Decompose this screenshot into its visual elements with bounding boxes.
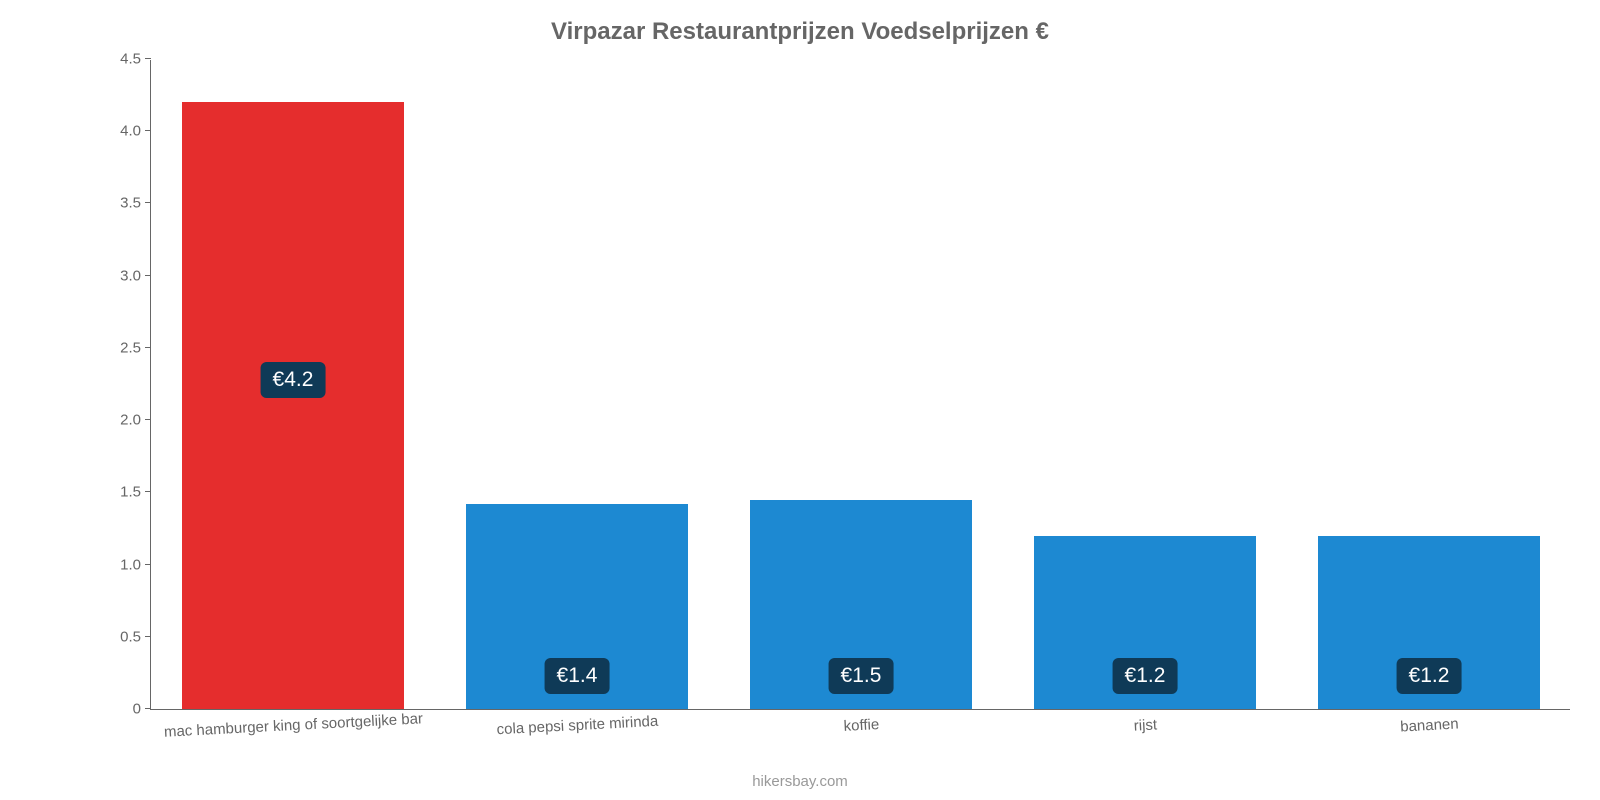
- value-badge: €1.4: [545, 658, 610, 694]
- y-tick-label: 4.0: [120, 123, 141, 140]
- bar: €1.2: [1318, 536, 1540, 709]
- bar: €4.2: [182, 102, 404, 709]
- x-tick-label: cola pepsi sprite mirinda: [496, 713, 658, 738]
- y-tick-label: 0: [133, 701, 141, 718]
- y-tick-label: 1.0: [120, 556, 141, 573]
- y-tick-mark: [145, 491, 151, 492]
- y-tick-label: 2.0: [120, 412, 141, 429]
- y-tick-label: 3.0: [120, 267, 141, 284]
- chart-plot-area: 00.51.01.52.02.53.03.54.04.5€4.2mac hamb…: [150, 60, 1570, 710]
- chart-title: Virpazar Restaurantprijzen Voedselprijze…: [0, 18, 1600, 46]
- y-tick-mark: [145, 275, 151, 276]
- x-tick-label: rijst: [1133, 716, 1157, 734]
- y-tick-mark: [145, 202, 151, 203]
- bar: €1.5: [750, 500, 972, 709]
- y-tick-mark: [145, 419, 151, 420]
- chart-attribution: hikersbay.com: [0, 773, 1600, 790]
- value-badge: €1.2: [1113, 658, 1178, 694]
- bar: €1.4: [466, 504, 688, 709]
- y-tick-mark: [145, 708, 151, 709]
- x-tick-label: koffie: [843, 716, 879, 735]
- y-tick-mark: [145, 58, 151, 59]
- y-tick-mark: [145, 636, 151, 637]
- value-badge: €1.5: [829, 658, 894, 694]
- value-badge: €4.2: [261, 362, 326, 398]
- y-tick-label: 2.5: [120, 339, 141, 356]
- y-tick-mark: [145, 347, 151, 348]
- bar: €1.2: [1034, 536, 1256, 709]
- y-tick-label: 4.5: [120, 51, 141, 68]
- y-tick-label: 0.5: [120, 628, 141, 645]
- x-tick-label: bananen: [1400, 715, 1459, 735]
- y-tick-label: 1.5: [120, 484, 141, 501]
- x-tick-label: mac hamburger king of soortgelijke bar: [164, 710, 424, 741]
- value-badge: €1.2: [1397, 658, 1462, 694]
- y-tick-label: 3.5: [120, 195, 141, 212]
- y-tick-mark: [145, 130, 151, 131]
- y-tick-mark: [145, 564, 151, 565]
